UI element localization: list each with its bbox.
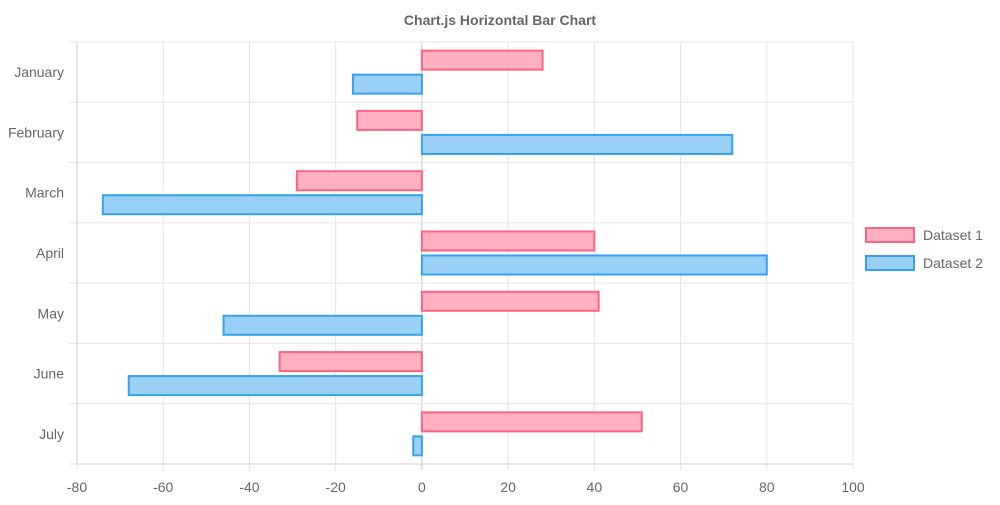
x-tick-label: 80 (759, 479, 775, 495)
bar-2-march[interactable] (101, 194, 423, 216)
x-tick-label: -80 (67, 479, 87, 495)
legend[interactable]: Dataset 1 Dataset 2 (865, 227, 983, 271)
bar-layer (101, 49, 768, 457)
x-tick-label: 0 (418, 479, 426, 495)
y-tick-label: February (8, 124, 64, 140)
x-tick-label: 20 (500, 479, 516, 495)
grid-layer (69, 41, 854, 470)
legend-swatch-1[interactable] (865, 227, 915, 243)
y-tick-label: July (39, 426, 64, 442)
x-tick-label: -60 (153, 479, 173, 495)
y-tick-label: January (14, 64, 64, 80)
bar-2-june[interactable] (127, 375, 423, 397)
legend-label-2[interactable]: Dataset 2 (923, 255, 983, 271)
y-tick-label: May (38, 305, 64, 321)
y-tick-label: June (34, 366, 65, 382)
y-tick-label: April (36, 245, 64, 261)
x-tick-label: -40 (239, 479, 259, 495)
x-tick-label: 40 (587, 479, 603, 495)
legend-label-1[interactable]: Dataset 1 (923, 227, 983, 243)
legend-swatch-2[interactable] (865, 255, 915, 271)
x-tick-label: 60 (673, 479, 689, 495)
bar-1-april[interactable] (420, 230, 596, 252)
bar-1-january[interactable] (420, 49, 544, 71)
bar-2-february[interactable] (420, 133, 734, 155)
bar-1-may[interactable] (420, 290, 600, 312)
bar-1-february[interactable] (356, 109, 423, 131)
bar-1-july[interactable] (420, 411, 643, 433)
bar-1-june[interactable] (278, 351, 423, 373)
chart-title: Chart.js Horizontal Bar Chart (404, 12, 596, 28)
bar-2-april[interactable] (420, 254, 768, 276)
bar-2-january[interactable] (351, 73, 423, 95)
bar-2-july[interactable] (412, 435, 423, 457)
x-tick-label: -20 (326, 479, 346, 495)
x-tick-label: 100 (841, 479, 865, 495)
bar-2-may[interactable] (222, 314, 423, 336)
y-tick-label: March (25, 185, 64, 201)
axis-layer: -80 -60 -40 -20 0 20 40 60 80 100 January February M… (8, 64, 865, 495)
bar-1-march[interactable] (295, 170, 423, 192)
